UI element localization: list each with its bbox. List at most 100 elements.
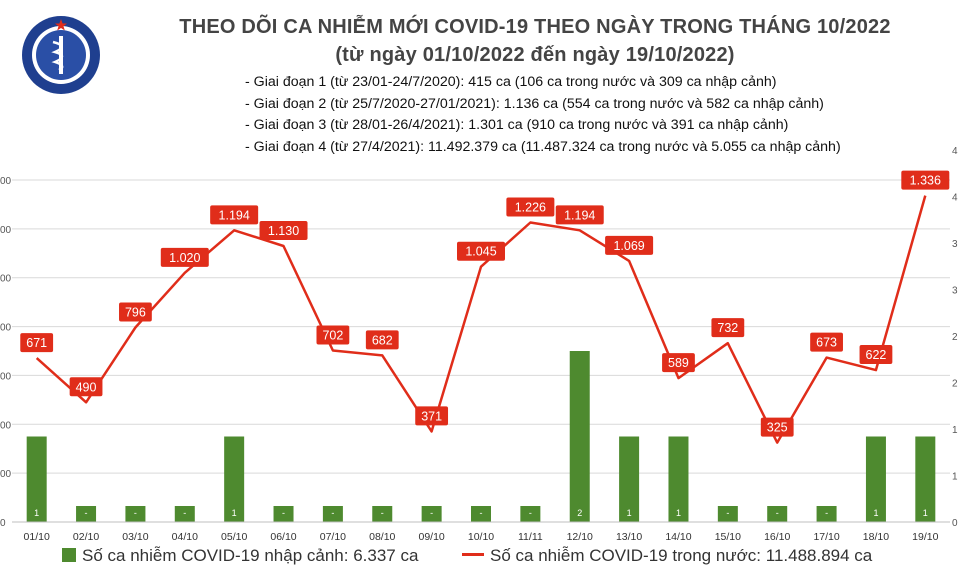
bar [174,506,195,522]
stage-summary: - Giai đoạn 1 (từ 23/01-24/7/2020): 415 … [245,72,841,158]
bar [619,436,640,522]
bar [26,436,47,522]
logo-snake [51,40,64,72]
x-tick-label: 14/10 [665,531,691,543]
line-data-label: 622 [866,348,887,362]
line-label-box [259,220,308,240]
line-label-box [415,406,449,426]
line-data-label: 1.336 [910,174,941,188]
line-label-box [119,302,152,322]
left-tick-label: 00 [0,176,12,187]
left-tick-label: 00 [0,420,12,431]
bar [717,506,738,522]
bar [76,506,97,522]
bar-data-label: 1 [923,508,928,518]
bar-data-label: - [430,508,433,518]
chart-title: THEO DÕI CA NHIỄM MỚI COVID-19 THEO NGÀY… [179,16,891,38]
legend-bar-label: Số ca nhiễm COVID-19 nhập cảnh: 6.337 ca [82,546,419,565]
bar [421,506,442,522]
bar-data-label: - [726,508,729,518]
line-label-box [859,345,893,365]
bar [125,506,146,522]
legend-line-label: Số ca nhiễm COVID-19 trong nước: 11.488.… [490,546,873,565]
bar [372,506,393,522]
line-data-label: 673 [816,336,837,350]
line-data-label: 1.069 [613,239,644,253]
left-tick-label: 0 [0,518,6,529]
line-data-label: 589 [668,356,689,370]
bar-data-label: - [529,508,532,518]
bar-data-label: - [85,508,88,518]
bar [471,506,491,522]
bar [865,436,886,522]
bar-data-label: - [825,508,828,518]
chart-subtitle: (từ ngày 01/10/2022 đến ngày 19/10/2022) [335,44,735,66]
right-tick-label: 2 [952,379,958,390]
bar-data-label: 1 [34,508,39,518]
stage-line-2: - Giai đoạn 2 (từ 25/7/2020-27/01/2021):… [245,95,824,112]
line-data-label: 1.130 [268,224,299,238]
x-tick-label: 10/10 [468,531,494,543]
line-label-box [901,170,950,190]
x-tick-label: 09/10 [418,531,444,543]
line-data-label: 1.226 [515,201,546,215]
line-label-box [210,205,259,225]
bar [322,506,343,522]
stage-line-3: - Giai đoạn 3 (từ 28/01-26/4/2021): 1.30… [245,117,789,133]
bar-data-label: - [134,508,137,518]
stage-line-1: - Giai đoạn 1 (từ 23/01-24/7/2020): 415 … [245,74,777,90]
line-data-label: 796 [125,306,146,320]
line-label-box [457,241,505,261]
x-tick-label: 19/10 [912,531,938,543]
right-tick-label: 4 [952,193,958,204]
x-tick-label: 11/11 [518,531,543,543]
stage-line-4: - Giai đoạn 4 (từ 27/4/2021): 11.492.379… [245,138,841,155]
line-label-box [316,325,350,345]
bar-data-label: 1 [676,508,681,518]
line-label-box [810,332,843,352]
logo-star [55,19,67,31]
line-data-label: 671 [26,336,47,350]
x-tick-label: 07/10 [320,531,346,543]
x-tick-label: 05/10 [221,531,247,543]
x-tick-label: 12/10 [567,531,593,543]
x-tick-label: 17/10 [813,531,839,543]
bar [224,436,245,522]
right-tick-label: 3 [952,286,958,297]
line-data-label: 1.045 [465,245,496,259]
line-data-label: 1.020 [169,251,200,265]
line-data-label: 1.194 [564,208,595,222]
line-label-box [506,197,555,217]
right-tick-label: 1 [952,472,958,483]
bar-data-label: - [480,508,483,518]
bar [273,506,294,522]
line-data-label: 702 [322,329,343,343]
ministry-logo [20,14,102,96]
x-tick-label: 16/10 [764,531,790,543]
x-tick-label: 15/10 [715,531,741,543]
x-tick-label: 01/10 [24,531,50,543]
left-tick-label: 00 [0,469,12,480]
bar [520,506,541,522]
right-tick-label: 3 [952,239,958,250]
bar [569,351,590,522]
left-tick-label: 00 [0,225,12,236]
line-label-box [605,235,654,255]
bar-data-label: 1 [873,508,878,518]
bar-data-label: - [381,508,384,518]
x-tick-label: 04/10 [172,531,198,543]
bar [816,506,837,522]
x-tick-label: 03/10 [122,531,148,543]
line-label-box [69,377,103,397]
x-tick-label: 18/10 [863,531,889,543]
line-data-label: 371 [421,409,442,423]
line-label-box [662,353,695,373]
x-tick-label: 13/10 [616,531,642,543]
bar [767,506,788,522]
legend-bar-series: Số ca nhiễm COVID-19 nhập cảnh: 6.337 ca [62,546,418,566]
line-label-box [555,205,604,225]
bar-data-label: - [183,508,186,518]
bar [915,436,936,522]
line-label-box [760,417,794,437]
